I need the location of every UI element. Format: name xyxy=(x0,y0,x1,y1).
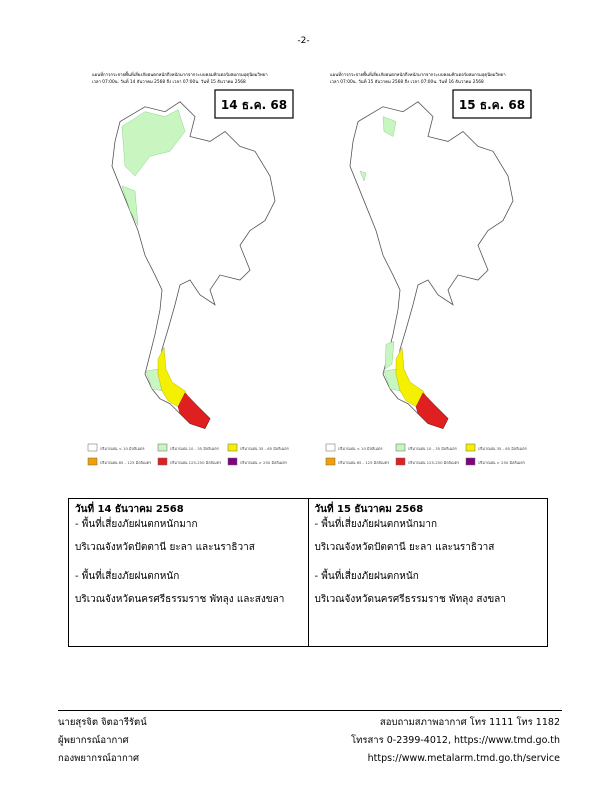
thailand-map xyxy=(111,101,276,429)
map-period: เวลา 07:00น. วันที่ 15 ธันวาคม 2568 ถึง … xyxy=(330,78,484,85)
page-number: -2- xyxy=(297,36,310,46)
legend-label: ปริมาณฝน 65 - 125 มิลลิเมตร xyxy=(338,460,389,465)
legend-swatch xyxy=(87,443,98,452)
legend-label: ปริมาณฝน 10 - 35 มิลลิเมตร xyxy=(408,446,457,451)
risk-item: - พื้นที่เสี่ยงภัยฝนตกหนักบริเวณจังหวัดน… xyxy=(315,569,542,607)
risk-label: - พื้นที่เสี่ยงภัยฝนตกหนักมาก xyxy=(75,519,198,530)
footer-line: นายสุรจิต จิตอารีรัตน์ xyxy=(58,717,147,728)
risk-area: บริเวณจังหวัดปัตตานี ยะลา และนราธิวาส xyxy=(75,542,255,553)
footer-line: กองพยากรณ์อากาศ xyxy=(58,753,140,764)
zone-light xyxy=(359,170,367,182)
date-label: 14 ธ.ค. 68 xyxy=(221,98,287,112)
risk-item: - พื้นที่เสี่ยงภัยฝนตกหนักมากบริเวณจังหว… xyxy=(315,517,542,555)
legend-swatch xyxy=(157,443,168,452)
date-label: 15 ธ.ค. 68 xyxy=(459,98,525,112)
risk-label: - พื้นที่เสี่ยงภัยฝนตกหนัก xyxy=(75,571,180,582)
footer-line: โทรสาร 0-2399-4012, https://www.tmd.go.t… xyxy=(351,735,560,746)
zone-heavy xyxy=(177,392,211,429)
map-period: เวลา 07:00น. วันที่ 14 ธันวาคม 2568 ถึง … xyxy=(92,78,246,85)
legend-swatch xyxy=(227,443,238,452)
country-outline xyxy=(349,101,514,429)
legend-label: ปริมาณฝน 125-250 มิลลิเมตร xyxy=(170,460,221,465)
legend-swatch xyxy=(325,443,336,452)
footer-right: สอบถามสภาพอากาศ โทร 1111 โทร 1182 โทรสาร … xyxy=(351,714,560,768)
table-column: วันที่ 15 ธันวาคม 2568 - พื้นที่เสี่ยงภัย… xyxy=(307,499,548,646)
rain-map: แผนที่การกระจายพื้นที่เสี่ยงภัยฝนตกหนักถ… xyxy=(87,71,294,466)
zone-light xyxy=(121,185,139,226)
legend-swatch xyxy=(325,457,336,466)
legend-swatch xyxy=(465,443,476,452)
legend-swatch xyxy=(395,443,406,452)
footer-line: ผู้พยากรณ์อากาศ xyxy=(58,735,129,746)
legend-label: ปริมาณฝน 125-250 มิลลิเมตร xyxy=(408,460,459,465)
footer-rule xyxy=(58,710,562,711)
zone-light xyxy=(121,109,186,177)
legend-label: ปริมาณฝน 35 - 65 มิลลิเมตร xyxy=(478,446,527,451)
footer-left: นายสุรจิต จิตอารีรัตน์ผู้พยากรณ์อากาศกอง… xyxy=(58,714,147,768)
rain-map: แผนที่การกระจายพื้นที่เสี่ยงภัยฝนตกหนักถ… xyxy=(325,71,532,466)
risk-area: บริเวณจังหวัดปัตตานี ยะลา และนราธิวาส xyxy=(314,542,495,553)
column-heading: วันที่ 15 ธันวาคม 2568 xyxy=(314,504,424,515)
legend-swatch xyxy=(395,457,406,466)
legend-label: ปริมาณฝน 35 - 65 มิลลิเมตร xyxy=(240,446,289,451)
zone-light xyxy=(384,341,395,370)
zone-light xyxy=(382,116,397,137)
risk-item: - พื้นที่เสี่ยงภัยฝนตกหนักมากบริเวณจังหว… xyxy=(75,517,302,555)
risk-item: - พื้นที่เสี่ยงภัยฝนตกหนักบริเวณจังหวัดน… xyxy=(75,569,302,607)
thailand-map xyxy=(349,101,514,429)
risk-area: บริเวณจังหวัดนครศรีธรรมราช พัทลุง สงขลา xyxy=(314,594,506,605)
date-box xyxy=(452,89,532,119)
column-heading: วันที่ 14 ธันวาคม 2568 xyxy=(75,504,184,515)
forecast-table: วันที่ 14 ธันวาคม 2568 - พื้นที่เสี่ยงภัย… xyxy=(68,498,548,647)
legend-label: ปริมาณฝน > 250 มิลลิเมตร xyxy=(240,460,287,465)
risk-area: บริเวณจังหวัดนครศรีธรรมราช พัทลุง และสงข… xyxy=(75,594,285,605)
risk-label: - พื้นที่เสี่ยงภัยฝนตกหนัก xyxy=(314,571,419,582)
legend-label: ปริมาณฝน < 10 มิลลิเมตร xyxy=(100,446,145,451)
date-box xyxy=(214,89,294,119)
legend-label: ปริมาณฝน > 250 มิลลิเมตร xyxy=(478,460,525,465)
legend-swatch xyxy=(227,457,238,466)
legend-label: ปริมาณฝน 65 - 125 มิลลิเมตร xyxy=(100,460,151,465)
legend-label: ปริมาณฝน < 10 มิลลิเมตร xyxy=(338,446,383,451)
legend-swatch xyxy=(157,457,168,466)
legend-swatch xyxy=(465,457,476,466)
map-title: แผนที่การกระจายพื้นที่เสี่ยงภัยฝนตกหนักถ… xyxy=(330,71,506,78)
table-column: วันที่ 14 ธันวาคม 2568 - พื้นที่เสี่ยงภัย… xyxy=(69,499,308,646)
map-title: แผนที่การกระจายพื้นที่เสี่ยงภัยฝนตกหนักถ… xyxy=(92,71,268,78)
footer-line: สอบถามสภาพอากาศ โทร 1111 โทร 1182 xyxy=(379,717,560,728)
legend-swatch xyxy=(87,457,98,466)
footer-line: https://www.metalarm.tmd.go.th/service xyxy=(367,753,560,764)
risk-label: - พื้นที่เสี่ยงภัยฝนตกหนักมาก xyxy=(314,519,438,530)
zone-heavy xyxy=(415,392,449,429)
country-outline xyxy=(111,101,276,429)
legend-label: ปริมาณฝน 10 - 35 มิลลิเมตร xyxy=(170,446,219,451)
